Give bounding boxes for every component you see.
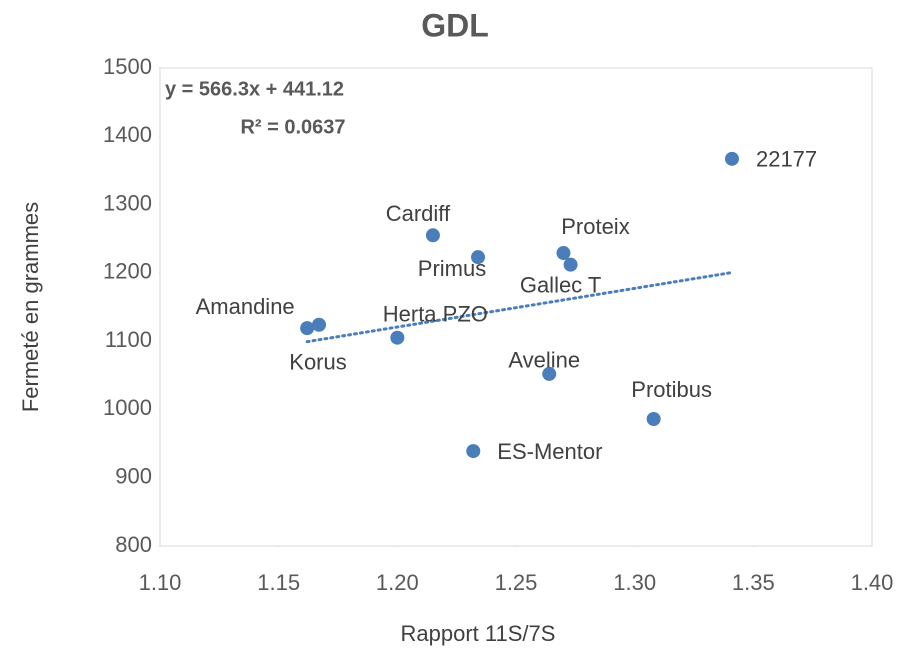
point-label: Herta PZO — [383, 302, 488, 327]
point — [556, 246, 571, 261]
chart-title: GDL — [421, 7, 489, 43]
x-tick-label: 1.10 — [139, 570, 182, 595]
y-tick-label: 1400 — [103, 122, 152, 147]
point — [471, 250, 486, 265]
point-label: Aveline — [508, 348, 580, 373]
x-tick-label: 1.40 — [851, 570, 894, 595]
x-tick-label: 1.25 — [495, 570, 538, 595]
y-tick-label: 1300 — [103, 190, 152, 215]
trendline-equation: y = 566.3x + 441.12 — [165, 78, 344, 100]
trendline — [305, 271, 734, 344]
point-label: Primus — [418, 256, 486, 281]
point — [563, 257, 578, 272]
x-tick-label: 1.35 — [732, 570, 775, 595]
y-axis-title: Fermeté en grammes — [18, 202, 43, 412]
y-tick-label: 1200 — [103, 259, 152, 284]
point-label: Cardiff — [386, 201, 451, 226]
point-label: ES-Mentor — [497, 439, 602, 464]
point-label: 22177 — [756, 147, 817, 172]
point-label: Proteix — [561, 214, 629, 239]
x-tick-label: 1.15 — [257, 570, 300, 595]
point — [724, 151, 739, 166]
x-axis-title: Rapport 11S/7S — [401, 621, 556, 646]
x-tick-label: 1.30 — [613, 570, 656, 595]
y-tick-label: 1500 — [103, 54, 152, 79]
y-tick-label: 1100 — [105, 327, 152, 352]
x-tick-label: 1.20 — [376, 570, 419, 595]
point — [425, 228, 440, 243]
point-label: Korus — [289, 350, 346, 375]
point-label: Gallec T — [520, 272, 602, 297]
point — [646, 411, 661, 426]
point — [466, 444, 481, 459]
y-tick-label: 800 — [115, 532, 152, 557]
trendline-r2: R² = 0.0637 — [240, 116, 345, 138]
point — [542, 366, 557, 381]
point — [300, 321, 315, 336]
y-tick-label: 900 — [115, 464, 152, 489]
point-label: Amandine — [196, 294, 295, 319]
point — [312, 317, 327, 332]
point — [390, 330, 405, 345]
point-label: Protibus — [631, 377, 712, 402]
y-tick-label: 1000 — [103, 395, 152, 420]
